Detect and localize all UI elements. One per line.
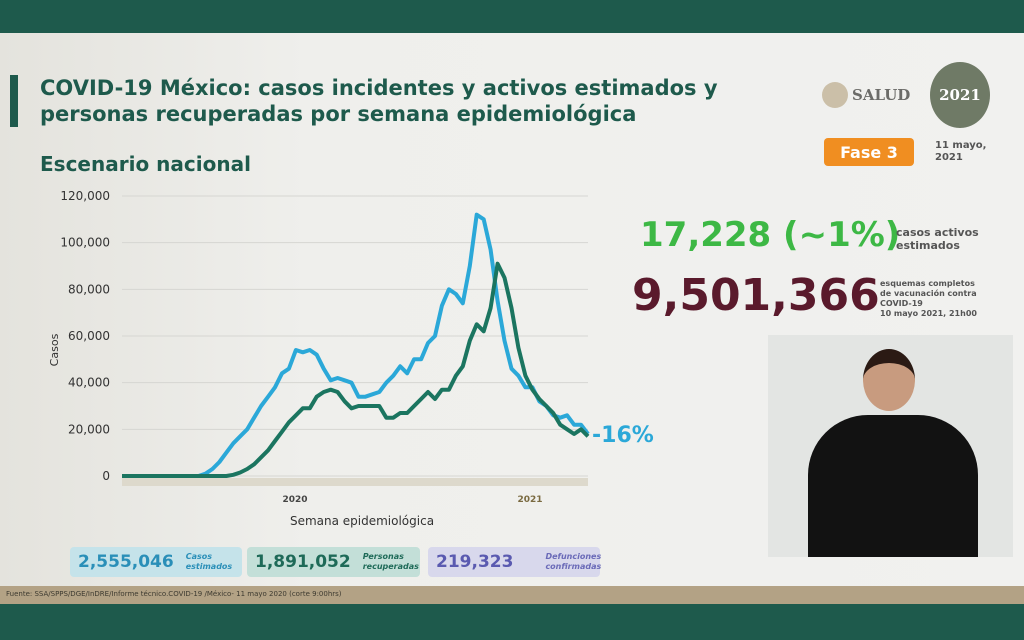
stat-label-line: recuperadas xyxy=(362,562,419,571)
salud-logo-text: SALUD xyxy=(852,86,911,104)
x-axis-label: Semana epidemiológica xyxy=(290,514,434,528)
accent-bar xyxy=(10,75,18,127)
y-tick-label: 120,000 xyxy=(60,189,110,203)
year-label-2021: 2021 xyxy=(517,495,542,505)
stat-value: 219,323 xyxy=(436,552,514,572)
vaccination-label-line: de vacunación contra xyxy=(880,289,977,298)
mexico-2021-logo: 2021 xyxy=(930,62,990,128)
y-tick-label: 20,000 xyxy=(68,422,110,436)
stat-recovered: 1,891,052 Personas recuperadas xyxy=(247,547,420,577)
vaccination-value: 9,501,366 xyxy=(632,270,880,321)
stat-label: Personas recuperadas xyxy=(363,552,419,572)
stat-label-line: Personas xyxy=(362,552,404,561)
source-footer: Fuente: SSA/SPPS/DGE/InDRE/Informe técni… xyxy=(0,586,1024,604)
trend-annotation: -16% xyxy=(592,423,654,448)
y-tick-label: 60,000 xyxy=(68,329,110,343)
y-tick-label: 40,000 xyxy=(68,376,110,390)
active-cases-label: casos activos estimados xyxy=(896,226,979,252)
vaccination-label-line: esquemas completos xyxy=(880,279,975,288)
interpreter-figure xyxy=(808,415,978,557)
page-subtitle: Escenario nacional xyxy=(40,152,251,176)
stat-label-line: estimados xyxy=(185,562,233,571)
vaccination-label-line: COVID-19 xyxy=(880,299,923,308)
stat-label-line: confirmadas xyxy=(545,562,602,571)
stat-label: Casos estimados xyxy=(186,552,232,572)
salud-logo: SALUD xyxy=(822,82,910,108)
y-tick-label: 100,000 xyxy=(60,236,110,250)
sign-language-interpreter-video xyxy=(768,335,1013,557)
phase-badge: Fase 3 xyxy=(824,138,914,166)
report-date: 11 mayo, 2021 xyxy=(935,140,987,163)
stat-estimated-cases: 2,555,046 Casos estimados xyxy=(70,547,242,577)
stat-label: Defunciones confirmadas xyxy=(545,552,601,572)
year-label-2020: 2020 xyxy=(282,495,307,505)
seal-icon xyxy=(822,82,848,108)
x-axis-week-ticks xyxy=(122,478,588,486)
stat-label-line: Casos xyxy=(185,552,213,561)
y-tick-label: 80,000 xyxy=(68,282,110,296)
active-cases-value: 17,228 (~1%) xyxy=(640,215,901,255)
stat-deaths: 219,323 Defunciones confirmadas xyxy=(428,547,601,577)
series-line-recovered xyxy=(122,261,590,478)
cases-chart: 020,00040,00060,00080,000100,000120,000 … xyxy=(48,189,654,528)
stat-value: 2,555,046 xyxy=(78,552,174,572)
interpreter-head xyxy=(863,349,915,411)
vaccination-label-line: 10 mayo 2021, 21h00 xyxy=(880,309,977,318)
vaccination-label: esquemas completos de vacunación contra … xyxy=(880,279,977,319)
stat-value: 1,891,052 xyxy=(255,552,351,572)
y-tick-label: 0 xyxy=(102,469,110,483)
page-title: COVID-19 México: casos incidentes y acti… xyxy=(40,76,718,126)
stat-label-line: Defunciones xyxy=(545,552,602,561)
y-axis-label: Casos xyxy=(48,333,61,366)
